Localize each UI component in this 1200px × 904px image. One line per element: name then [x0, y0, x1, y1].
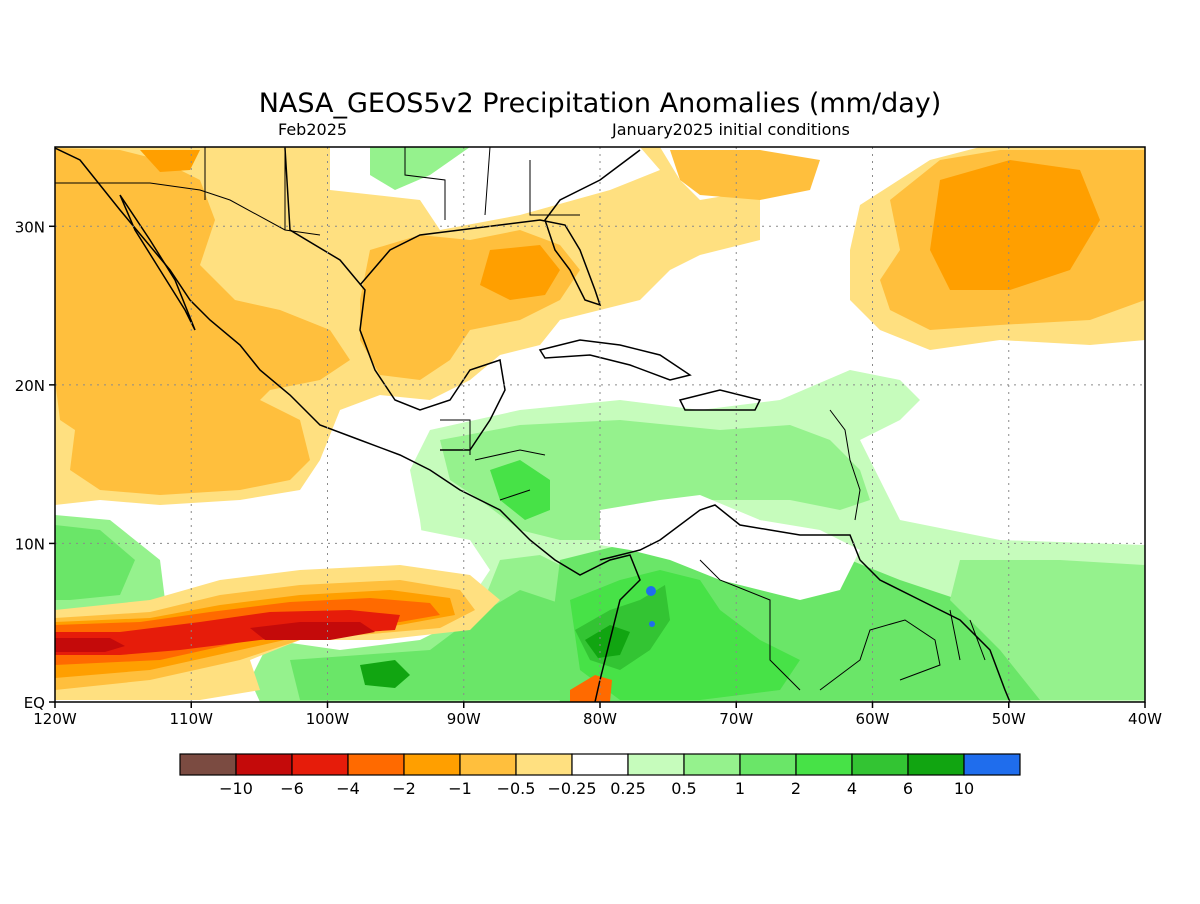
colorbar-swatch — [347, 753, 405, 776]
dry-region-gulf-core — [480, 245, 560, 300]
x-tick-label: 90W — [447, 710, 481, 728]
coastline-lesser-antilles — [829, 409, 861, 521]
wet-region-colombia-max — [585, 625, 630, 658]
colorbar-label: −1 — [448, 779, 472, 798]
coastline-gulf — [284, 147, 506, 451]
dry-region-near-peru — [570, 675, 612, 702]
wet-region-central-america — [490, 460, 550, 520]
neutral-pocket-caribbean — [600, 495, 860, 600]
colorbar-label: −0.25 — [547, 779, 596, 798]
x-tick-label: 70W — [719, 710, 753, 728]
wet-region-pacific-west-core — [55, 525, 135, 600]
wet-region-north-gulf — [370, 147, 470, 190]
colorbar-label: 10 — [954, 779, 974, 798]
colorbar-label: 2 — [791, 779, 801, 798]
colorbar: −10 −6 −4 −2 −1 −0.5 −0.25 0.25 0.5 1 2 4 6 10 — [179, 753, 1021, 798]
colorbar-swatch — [627, 753, 685, 776]
colorbar-swatch — [515, 753, 573, 776]
border-states — [204, 147, 580, 230]
wet-region-colombia-core — [570, 570, 800, 700]
wet-max-spot-1 — [646, 586, 656, 596]
colorbar-swatch — [291, 753, 349, 776]
coastline-hispaniola — [678, 389, 762, 411]
colorbar-label: 4 — [847, 779, 857, 798]
colorbar-swatch — [851, 753, 909, 776]
dry-band-pacific-red — [55, 610, 400, 655]
colorbar-swatch — [459, 753, 517, 776]
figure-title: NASA_GEOS5v2 Precipitation Anomalies (mm… — [259, 88, 942, 119]
wet-region-east-pacific-core — [360, 660, 410, 688]
wet-max-spot-2 — [649, 621, 655, 627]
grid-lines — [55, 147, 1145, 702]
x-tick-label: 110W — [170, 710, 214, 728]
coastline-cuba — [538, 339, 692, 381]
y-tick-label: 10N — [15, 535, 45, 553]
dry-region-north-mexico — [140, 150, 200, 172]
colorbar-label: 1 — [735, 779, 745, 798]
border-south-america — [699, 559, 986, 691]
dry-region-medium-mexico — [55, 148, 350, 495]
x-tick-label: 60W — [856, 710, 890, 728]
y-axis: EQ 10N 20N 30N — [15, 218, 55, 712]
anomaly-shading — [55, 147, 1145, 702]
x-tick-label: 100W — [306, 710, 350, 728]
coastline-us-gulf — [359, 149, 641, 307]
wet-region-atlantic-east — [950, 560, 1145, 700]
coastline-peninsula-baja — [119, 194, 196, 331]
colorbar-label: −6 — [280, 779, 304, 798]
border-us-mexico — [55, 182, 321, 236]
colorbar-swatch — [963, 753, 1021, 776]
figure-subtitle-valid-month: Feb2025 — [278, 120, 347, 139]
colorbar-swatch — [739, 753, 797, 776]
colorbar-label: −10 — [219, 779, 253, 798]
colorbar-label: −4 — [336, 779, 360, 798]
x-tick-label: 50W — [992, 710, 1026, 728]
colorbar-label: 6 — [903, 779, 913, 798]
map-panel: 120W 110W 100W 90W 80W 70W 60W 50W 40W EQ 10N 20N 3… — [15, 146, 1162, 728]
colorbar-label: 0.5 — [671, 779, 696, 798]
coastlines — [55, 147, 1011, 702]
colorbar-swatch — [403, 753, 461, 776]
colorbar-label: 0.25 — [610, 779, 646, 798]
colorbar-swatch — [235, 753, 293, 776]
colorbar-label: −0.5 — [497, 779, 536, 798]
colorbar-swatch — [795, 753, 853, 776]
y-tick-label: 30N — [15, 218, 45, 236]
y-tick-label: EQ — [24, 694, 45, 712]
border-central-america — [440, 419, 546, 501]
colorbar-swatch — [683, 753, 741, 776]
figure-subtitle-initial-conditions: January2025 initial conditions — [611, 120, 850, 139]
dry-region-atlantic-north — [670, 150, 820, 200]
x-axis: 120W 110W 100W 90W 80W 70W 60W 50W 40W — [33, 702, 1162, 728]
colorbar-swatch — [571, 753, 629, 776]
y-tick-label: 20N — [15, 377, 45, 395]
colorbar-swatch — [179, 753, 237, 776]
coastline-south-america — [599, 504, 1011, 702]
x-tick-label: 120W — [33, 710, 77, 728]
dry-band-pacific-darkred-west — [55, 638, 125, 652]
dry-region-east-atlantic-core — [930, 160, 1100, 290]
colorbar-swatch — [907, 753, 965, 776]
colorbar-label: −2 — [392, 779, 416, 798]
dry-band-pacific-darkred-center — [250, 622, 375, 640]
x-tick-label: 80W — [583, 710, 617, 728]
x-tick-label: 40W — [1128, 710, 1162, 728]
coastline-north-america — [55, 147, 641, 702]
